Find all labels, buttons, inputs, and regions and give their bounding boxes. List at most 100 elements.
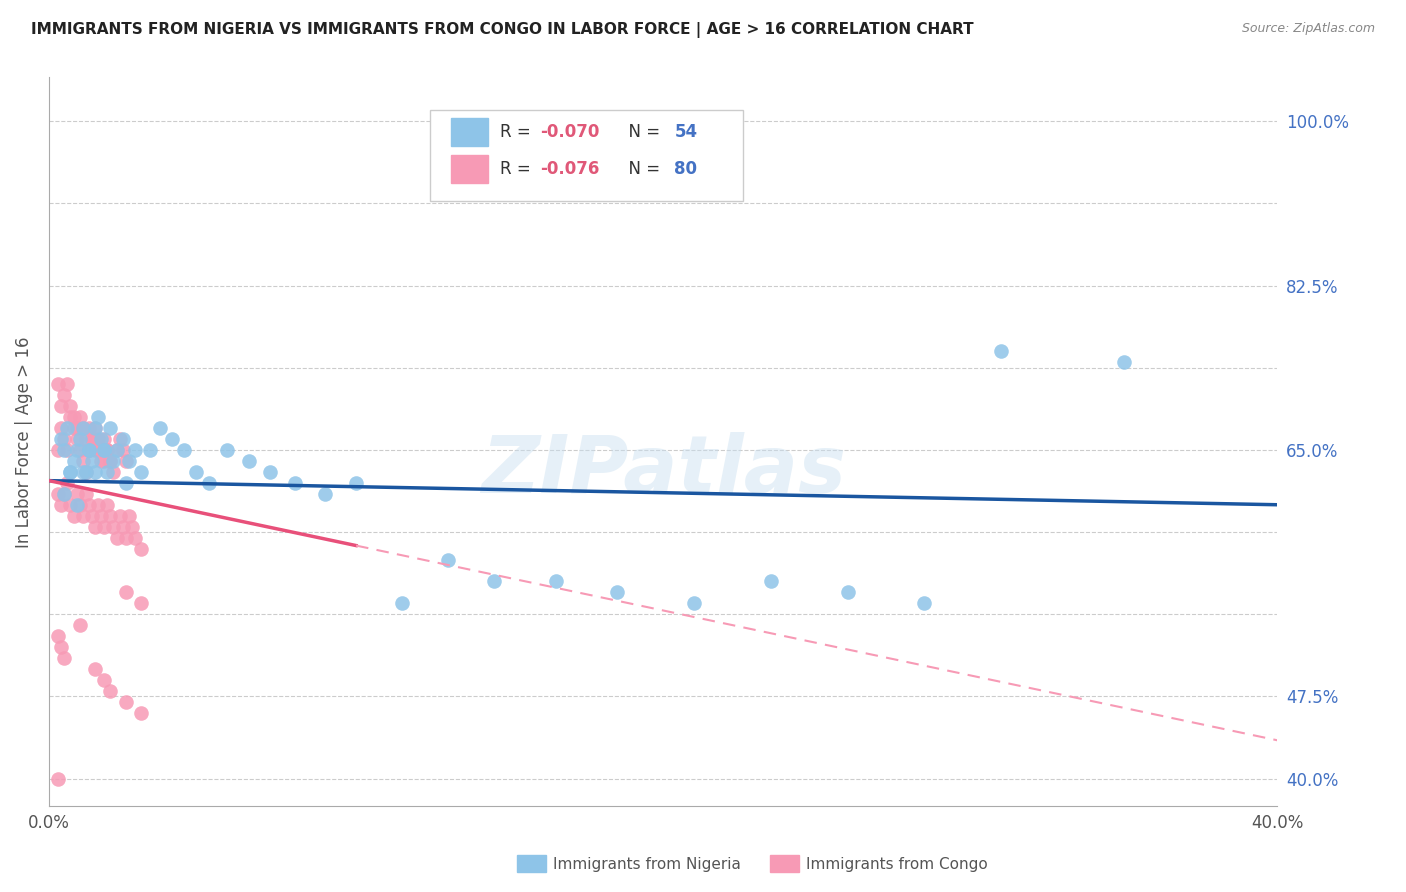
Bar — [451, 155, 488, 183]
Point — [75, 465, 97, 479]
Point — [46, 487, 69, 501]
Point — [53, 487, 76, 501]
Point — [72, 454, 94, 468]
Point — [84, 662, 107, 676]
Point — [100, 454, 122, 468]
Point — [437, 552, 460, 566]
Point — [186, 465, 208, 479]
Point — [121, 519, 143, 533]
Point — [90, 454, 112, 468]
Point — [105, 442, 128, 457]
Point — [124, 531, 146, 545]
Point — [77, 498, 100, 512]
Point — [108, 508, 131, 523]
Point — [173, 442, 195, 457]
Point — [111, 432, 134, 446]
Point — [90, 508, 112, 523]
Point — [69, 498, 91, 512]
Point — [75, 487, 97, 501]
Point — [105, 531, 128, 545]
Point — [111, 442, 134, 457]
Point — [96, 442, 118, 457]
Point — [87, 442, 110, 457]
Point — [69, 442, 91, 457]
Point — [93, 442, 115, 457]
Point — [51, 432, 73, 446]
Point — [105, 442, 128, 457]
Point — [77, 421, 100, 435]
Point — [65, 421, 87, 435]
Point — [72, 421, 94, 435]
Point — [46, 442, 69, 457]
Point — [837, 585, 859, 599]
Point — [93, 673, 115, 687]
Point — [129, 706, 152, 720]
Point — [93, 519, 115, 533]
Point — [314, 487, 336, 501]
Point — [59, 399, 82, 413]
Text: R =: R = — [501, 160, 536, 178]
Point — [62, 454, 84, 468]
Point — [51, 498, 73, 512]
Point — [84, 519, 107, 533]
Point — [197, 475, 219, 490]
Text: IMMIGRANTS FROM NIGERIA VS IMMIGRANTS FROM CONGO IN LABOR FORCE | AGE > 16 CORRE: IMMIGRANTS FROM NIGERIA VS IMMIGRANTS FR… — [31, 22, 973, 38]
Point — [69, 618, 91, 632]
Point — [124, 442, 146, 457]
Point — [53, 388, 76, 402]
Point — [77, 442, 100, 457]
Point — [56, 475, 79, 490]
Point — [77, 442, 100, 457]
Text: Source: ZipAtlas.com: Source: ZipAtlas.com — [1241, 22, 1375, 36]
Point — [84, 421, 107, 435]
Point — [990, 344, 1012, 359]
Point — [80, 508, 103, 523]
Point — [139, 442, 162, 457]
Point — [53, 487, 76, 501]
Point — [484, 574, 506, 589]
Text: Immigrants from Nigeria: Immigrants from Nigeria — [553, 857, 741, 871]
Point — [129, 596, 152, 610]
Point — [80, 432, 103, 446]
Point — [69, 432, 91, 446]
Point — [90, 442, 112, 457]
Point — [80, 432, 103, 446]
Text: N =: N = — [617, 123, 665, 141]
Point — [56, 442, 79, 457]
Point — [683, 596, 706, 610]
Point — [65, 442, 87, 457]
Text: R =: R = — [501, 123, 536, 141]
Point — [759, 574, 782, 589]
Point — [87, 498, 110, 512]
Point — [59, 465, 82, 479]
Point — [544, 574, 567, 589]
Point — [51, 421, 73, 435]
Text: -0.070: -0.070 — [540, 123, 600, 141]
Point — [84, 465, 107, 479]
Point — [96, 498, 118, 512]
Point — [118, 454, 141, 468]
Point — [51, 640, 73, 655]
Point — [114, 695, 136, 709]
Point — [56, 421, 79, 435]
Point — [108, 432, 131, 446]
Point — [72, 508, 94, 523]
Point — [217, 442, 239, 457]
Point — [114, 531, 136, 545]
Point — [46, 377, 69, 392]
Point — [59, 498, 82, 512]
Point — [103, 465, 125, 479]
Point — [148, 421, 170, 435]
Point — [118, 508, 141, 523]
Point — [56, 377, 79, 392]
Point — [75, 465, 97, 479]
Point — [53, 432, 76, 446]
Point — [96, 465, 118, 479]
Point — [46, 629, 69, 643]
Bar — [451, 118, 488, 145]
Point — [72, 421, 94, 435]
Point — [100, 684, 122, 698]
Point — [87, 410, 110, 425]
Point — [62, 410, 84, 425]
Point — [114, 475, 136, 490]
